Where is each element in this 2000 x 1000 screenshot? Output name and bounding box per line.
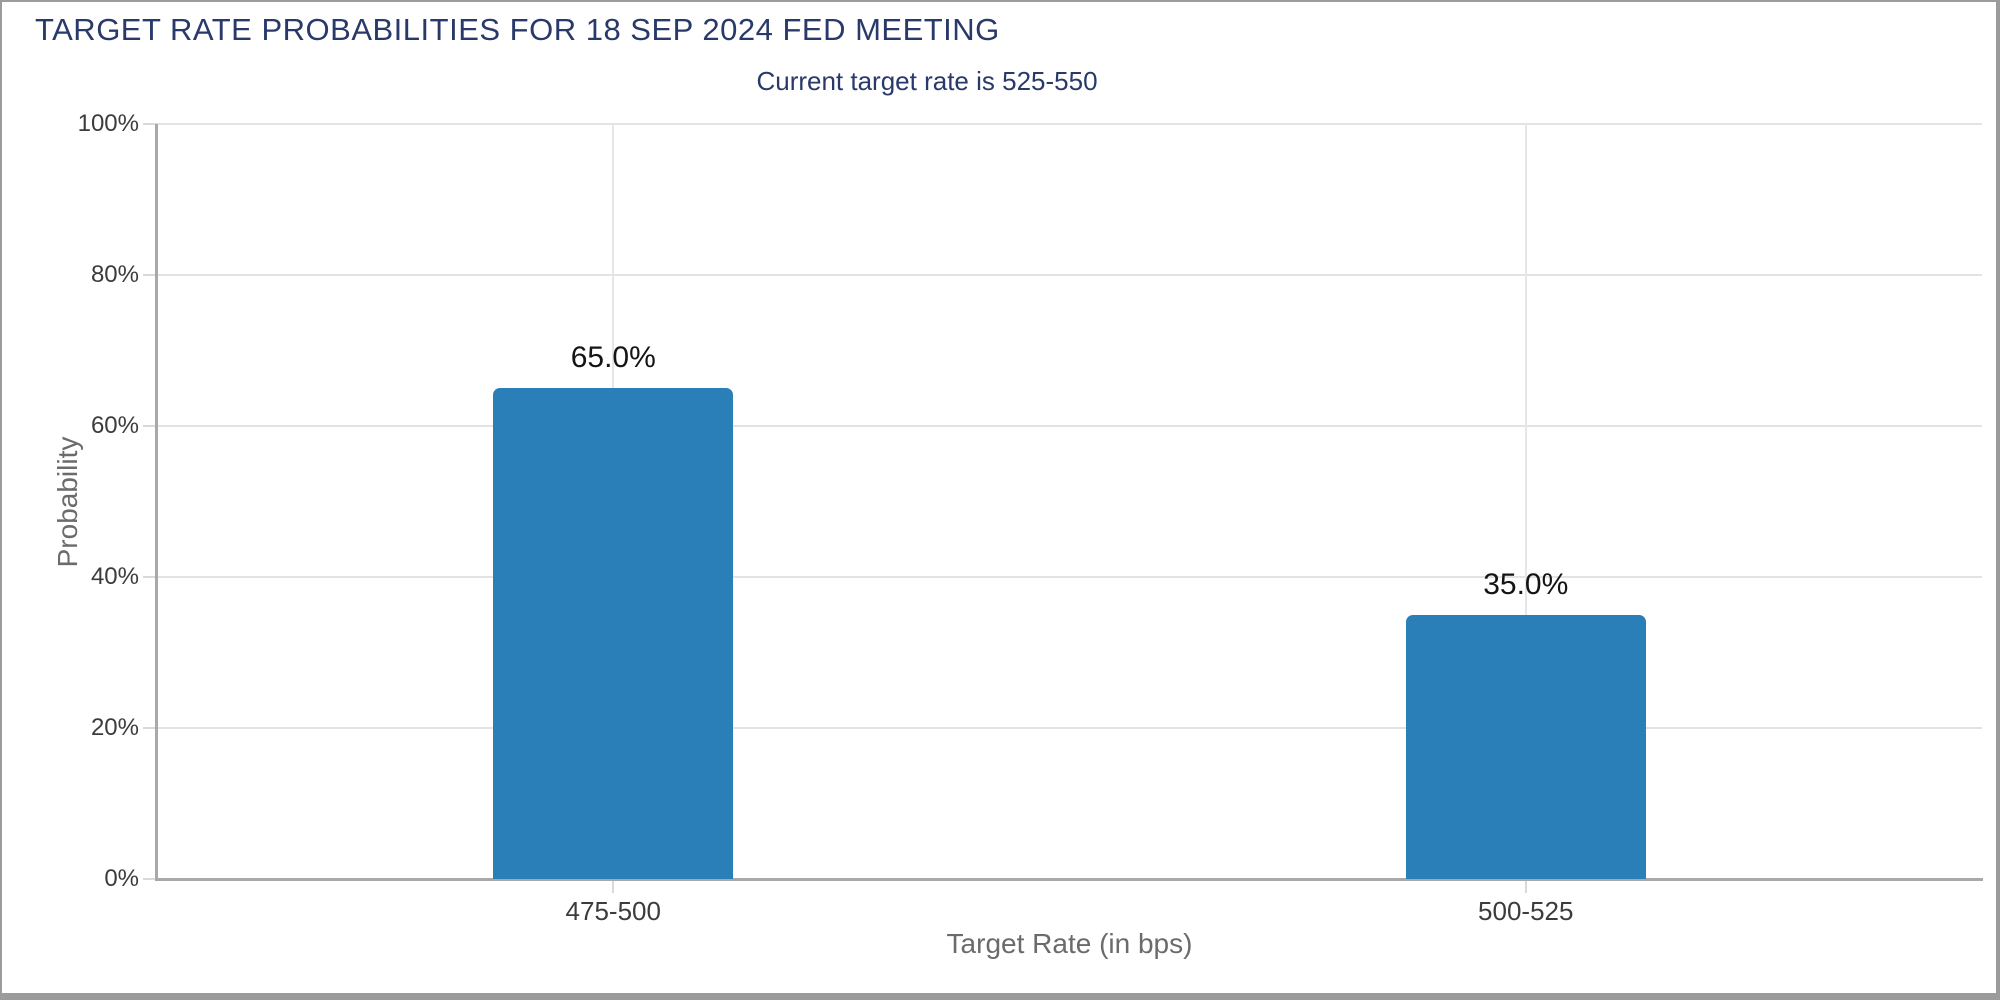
x-axis-title: Target Rate (in bps) bbox=[946, 928, 1193, 959]
x-tick bbox=[1524, 881, 1527, 893]
chart-title: TARGET RATE PROBABILITIES FOR 18 SEP 202… bbox=[35, 12, 1000, 47]
y-tick-label: 20% bbox=[90, 714, 139, 741]
h-gridline bbox=[157, 123, 1982, 125]
h-gridline bbox=[157, 727, 1982, 729]
x-axis-line bbox=[155, 878, 1983, 881]
y-tick-label: 80% bbox=[90, 261, 139, 288]
chart-subtitle: Current target rate is 525-550 bbox=[756, 66, 1098, 96]
h-gridline bbox=[157, 576, 1982, 578]
y-tick bbox=[143, 274, 157, 276]
y-tick-label: 100% bbox=[77, 110, 139, 137]
y-tick-label: 60% bbox=[90, 412, 139, 439]
bar-value-label: 65.0% bbox=[570, 341, 656, 375]
y-axis-line bbox=[155, 124, 158, 879]
h-gridline bbox=[157, 425, 1982, 427]
y-tick-label: 40% bbox=[90, 563, 139, 590]
y-axis-title: Probability bbox=[52, 436, 83, 568]
y-tick bbox=[143, 576, 157, 578]
bar-value-label: 35.0% bbox=[1483, 567, 1569, 601]
y-tick-label: 0% bbox=[104, 865, 139, 892]
x-tick-label: 500-525 bbox=[1478, 896, 1574, 926]
x-tick-label: 475-500 bbox=[565, 896, 661, 926]
y-tick bbox=[143, 878, 157, 880]
x-tick bbox=[612, 881, 615, 893]
y-tick bbox=[143, 425, 157, 427]
y-tick bbox=[143, 123, 157, 125]
bar[interactable] bbox=[493, 388, 734, 879]
v-gridline bbox=[1524, 124, 1527, 879]
y-tick bbox=[143, 727, 157, 729]
h-gridline bbox=[157, 274, 1982, 276]
bar[interactable] bbox=[1405, 614, 1646, 879]
